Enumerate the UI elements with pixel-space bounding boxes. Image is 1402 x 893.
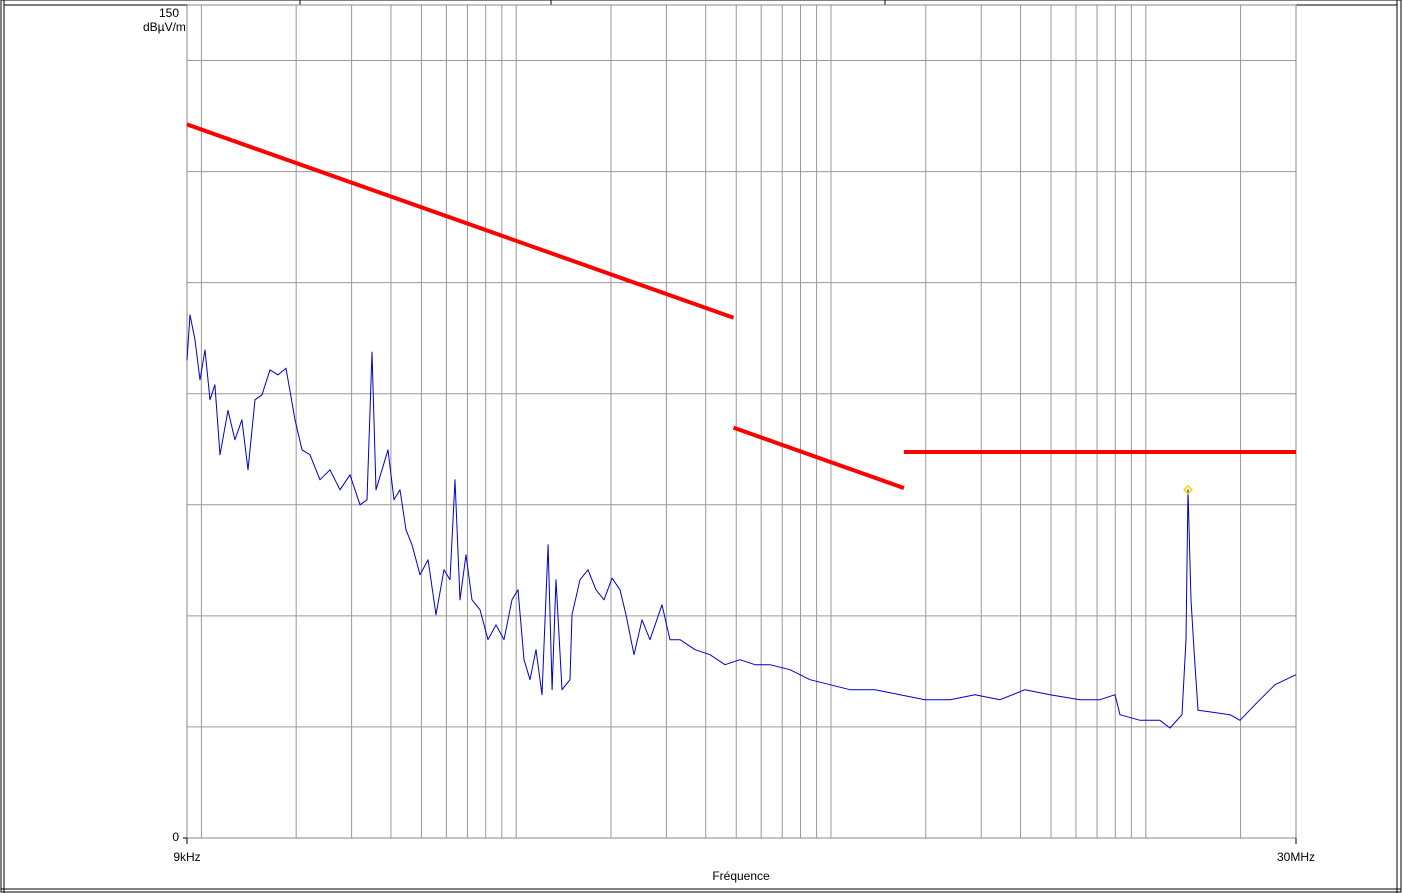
y-tick-label: 0 — [172, 830, 179, 844]
marks — [186, 122, 1297, 729]
grid — [183, 4, 1297, 844]
x-axis-label: Fréquence — [712, 869, 770, 883]
spectrum-trace — [186, 314, 1297, 729]
limit-line — [186, 122, 735, 320]
plot-border — [186, 4, 1297, 839]
limit-line — [732, 425, 905, 490]
y-axis-label: dBµV/m — [143, 20, 186, 34]
x-tick-label: 30MHz — [1277, 850, 1315, 864]
x-tick-label: 9kHz — [173, 850, 200, 864]
y-tick-label: 150 — [159, 6, 179, 20]
peak-marker — [1182, 484, 1194, 495]
